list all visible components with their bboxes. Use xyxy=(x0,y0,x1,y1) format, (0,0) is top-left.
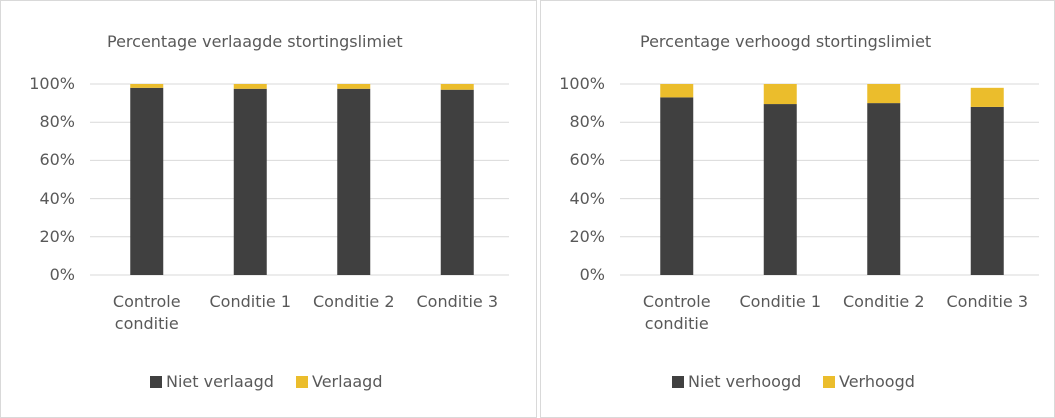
legend-label: Verlaagd xyxy=(312,372,383,391)
legend-swatch xyxy=(296,376,308,388)
bar-segment xyxy=(660,84,694,98)
bar-segment xyxy=(233,84,267,89)
bar-segment xyxy=(867,103,901,275)
legend-label: Verhoogd xyxy=(839,372,915,391)
bar-segment xyxy=(337,88,371,276)
bar-segment xyxy=(970,106,1004,275)
panel xyxy=(540,0,1055,418)
x-tick-label: Conditie 3 xyxy=(416,292,499,311)
x-tick-label: Controle conditie xyxy=(112,292,181,333)
y-tick-label: 80% xyxy=(39,112,75,132)
bar-segment xyxy=(440,84,474,90)
y-tick-label: 100% xyxy=(559,74,605,93)
x-tick-label: Conditie 1 xyxy=(209,292,292,311)
bar-segment xyxy=(233,88,267,276)
bar-segment xyxy=(130,84,164,88)
x-tick-label: Conditie 3 xyxy=(946,292,1029,311)
bar-segment xyxy=(763,84,797,105)
y-tick-label: 40% xyxy=(569,188,605,208)
bar-segment xyxy=(763,104,797,276)
bar-segment xyxy=(970,87,1004,107)
bar-segment xyxy=(130,87,164,275)
x-tick-label: Controle conditie xyxy=(642,292,711,333)
y-tick-label: 20% xyxy=(39,226,75,246)
legend-swatch xyxy=(150,376,162,388)
y-tick-label: 0% xyxy=(579,265,605,284)
y-tick-label: 20% xyxy=(569,226,605,246)
legend-swatch xyxy=(672,376,684,388)
x-tick-label: Conditie 2 xyxy=(842,292,925,311)
chart-title: Percentage verhoogd stortingslimiet xyxy=(640,32,932,51)
y-tick-label: 100% xyxy=(29,74,75,93)
bar-segment xyxy=(440,89,474,275)
x-tick-label: Conditie 2 xyxy=(312,292,395,311)
bar-segment xyxy=(867,84,901,104)
chart-title: Percentage verlaagde stortingslimiet xyxy=(107,32,403,51)
legend-label: Niet verhoogd xyxy=(688,372,802,391)
y-tick-label: 0% xyxy=(49,265,75,284)
x-tick-label: Conditie 1 xyxy=(739,292,822,311)
legend-swatch xyxy=(823,376,835,388)
bar-segment xyxy=(660,97,694,276)
y-tick-label: 80% xyxy=(569,112,605,132)
bar-segment xyxy=(337,84,371,89)
y-tick-label: 40% xyxy=(39,188,75,208)
legend-label: Niet verlaagd xyxy=(166,372,274,391)
y-tick-label: 60% xyxy=(39,150,75,170)
y-tick-label: 60% xyxy=(569,150,605,170)
